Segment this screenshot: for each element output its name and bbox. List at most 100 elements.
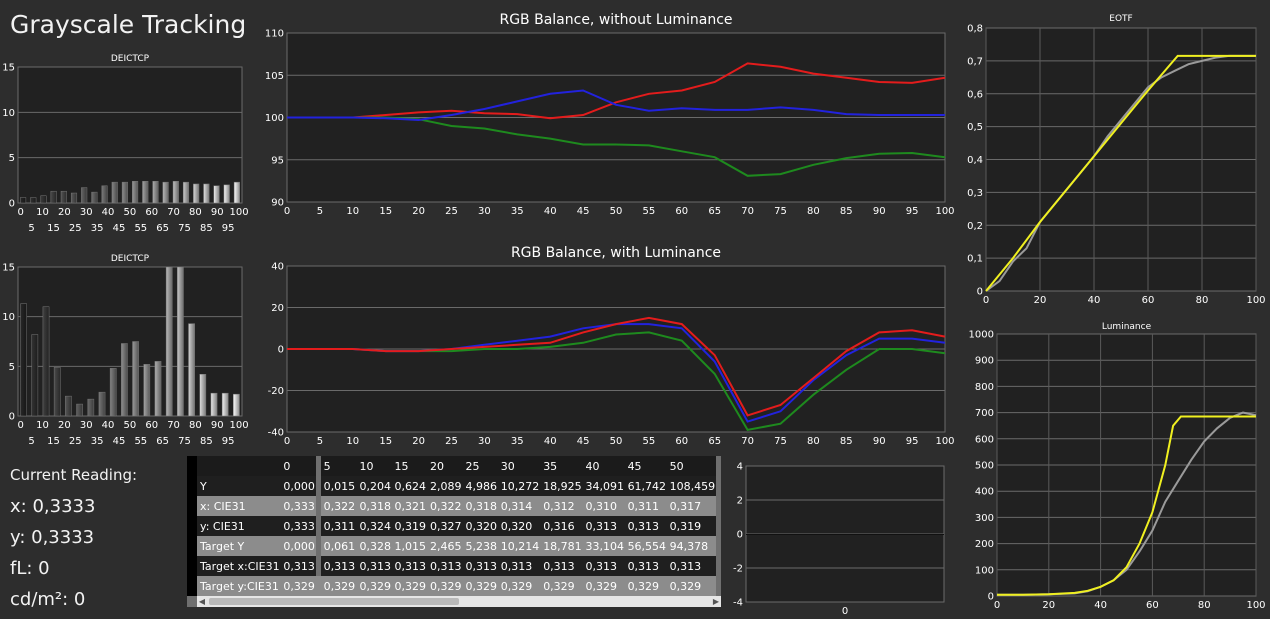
deictcp1-ytick: 10 xyxy=(2,108,15,119)
deictcp2-ytick: 0 xyxy=(9,412,15,423)
table-cell: 10,214 xyxy=(497,536,541,556)
table-cell: 0,329 xyxy=(280,576,321,596)
table-cell: 0,322 xyxy=(427,496,463,516)
deictcp2-bar xyxy=(143,364,151,417)
table-cell: 0,329 xyxy=(391,576,427,596)
deictcp2-xtick: 20 xyxy=(58,420,71,431)
luminance-ytick: 300 xyxy=(975,513,994,524)
rgb1-xtick: 45 xyxy=(577,206,590,217)
deictcp1-ytick: 15 xyxy=(2,63,15,74)
scroll-left-icon[interactable]: ◀ xyxy=(198,597,206,606)
eotf-title: EOTF xyxy=(1109,14,1132,24)
luminance-ytick: 1000 xyxy=(969,330,994,341)
table-cell: 5,238 xyxy=(462,536,498,556)
table-cell: 0,204 xyxy=(356,476,392,496)
deictcp1-bar xyxy=(182,181,190,204)
table-cell: 18,925 xyxy=(540,476,583,496)
rgb1-xtick: 60 xyxy=(675,206,688,217)
table-cell: 0,313 xyxy=(280,556,321,576)
deictcp2-ytick: 10 xyxy=(2,312,15,323)
eotf-chart: EOTF 0 0,1 0,2 0,3 0,4 0,5 0,6 0,7 0,8 0 20 40 60 80 10… xyxy=(955,8,1270,313)
eotf-xtick: 40 xyxy=(1088,295,1101,306)
table-row-label: y: CIE31 xyxy=(187,516,281,536)
table-row[interactable]: Target Y 0,000 0,061 0,328 1,015 2,465 5,238 10… xyxy=(187,536,716,556)
deictcp1-bar xyxy=(142,180,149,204)
deictcp1-xtick: 70 xyxy=(167,207,180,218)
rgb1-ytick: 95 xyxy=(271,155,284,166)
deictcp2-bar xyxy=(132,341,139,417)
deictcp2-bar xyxy=(177,266,184,417)
table-cell: 0,313 xyxy=(540,556,583,576)
deictcp2-bar xyxy=(233,393,240,417)
scrollbar-thumb[interactable] xyxy=(209,598,459,605)
rgb1-xtick: 0 xyxy=(284,206,290,217)
table-cell: 1,015 xyxy=(391,536,427,556)
eotf-ytick: 0,3 xyxy=(967,188,983,199)
deictcp1-xtick-secondary: 45 xyxy=(113,223,126,234)
deictcp1-bar xyxy=(172,180,179,204)
table-row[interactable]: Target x:CIE31 0,313 0,313 0,313 0,313 0,313 0… xyxy=(187,556,716,576)
deictcp1-ytick: 0 xyxy=(9,199,15,210)
table-row[interactable]: y: CIE31 0,333 0,311 0,324 0,319 0,327 0,320 0,… xyxy=(187,516,716,536)
reading-x: x: 0,3333 xyxy=(10,496,96,517)
luminance-xtick: 100 xyxy=(1246,600,1265,611)
deictcp2-xtick: 40 xyxy=(102,420,115,431)
table-row[interactable]: Y 0,000 0,015 0,204 0,624 2,089 4,986 10,272 18,… xyxy=(187,476,716,496)
deictcp2-bar xyxy=(210,392,218,417)
table-horizontal-scrollbar[interactable]: ◀ ▶ xyxy=(197,596,721,607)
luminance-ytick: 600 xyxy=(975,434,994,445)
deictcp1-xtick-secondary: 25 xyxy=(69,223,82,234)
scroll-right-icon[interactable]: ▶ xyxy=(712,597,720,606)
eotf-ytick: 0 xyxy=(977,287,983,298)
table-row[interactable]: x: CIE31 0,333 0,322 0,318 0,321 0,322 0,318 0,… xyxy=(187,496,716,516)
deictcp2-xtick-secondary: 75 xyxy=(178,436,191,447)
small-ytick: 2 xyxy=(737,496,743,507)
rgb2-title: RGB Balance, with Luminance xyxy=(511,245,721,261)
table-cell: 0,329 xyxy=(427,576,463,596)
table-cell: 0,310 xyxy=(582,496,625,516)
table-cell: 18,781 xyxy=(540,536,583,556)
luminance-xtick: 60 xyxy=(1146,600,1159,611)
table-cell: 0,624 xyxy=(391,476,427,496)
table-row-label: Target y:CIE31 xyxy=(187,576,281,596)
rgb2-ytick: 20 xyxy=(271,303,284,314)
deictcp1-xtick: 20 xyxy=(58,207,71,218)
deictcp1-xtick: 90 xyxy=(211,207,224,218)
luminance-ytick: 0 xyxy=(988,592,994,603)
deictcp2-bar xyxy=(65,395,72,417)
table-cell: 0,316 xyxy=(540,516,583,536)
deictcp1-bar xyxy=(111,181,118,204)
deictcp2-xtick: 70 xyxy=(167,420,180,431)
rgb1-xtick: 100 xyxy=(935,206,954,217)
rgb1-xtick: 75 xyxy=(774,206,787,217)
rgb1-red-series xyxy=(287,62,946,120)
measurement-table[interactable]: 0 5 10 15 20 25 30 35 40 45 50 Y 0,000 0,015 0,204 0,62… xyxy=(187,456,721,607)
deictcp2-xtick: 100 xyxy=(230,420,249,431)
table-cell: 0,000 xyxy=(280,536,321,556)
table-cell: 0,329 xyxy=(582,576,625,596)
table-cell: 0,324 xyxy=(356,516,392,536)
table-header-cell: 30 xyxy=(497,456,541,476)
table-cell: 0,329 xyxy=(624,576,667,596)
table-header-cell: 20 xyxy=(427,456,463,476)
table-cell: 0,313 xyxy=(462,556,498,576)
rgb2-ytick: 0 xyxy=(278,345,284,356)
deictcp2-xtick: 30 xyxy=(80,420,93,431)
rgb1-xtick: 35 xyxy=(511,206,524,217)
eotf-ytick: 0,5 xyxy=(967,122,983,133)
rgb2-ytick: -40 xyxy=(268,428,284,439)
table-cell: 0,333 xyxy=(280,496,321,516)
deictcp2-xtick: 0 xyxy=(18,420,24,431)
eotf-xtick: 80 xyxy=(1196,295,1209,306)
table-cell: 61,742 xyxy=(624,476,667,496)
luminance-ytick: 100 xyxy=(975,565,994,576)
table-cell: 0,318 xyxy=(462,496,498,516)
rgb2-xtick: 100 xyxy=(935,436,954,447)
deictcp2-ytick: 5 xyxy=(9,362,15,373)
eotf-gray-series xyxy=(985,54,1256,292)
deictcp1-xtick-secondary: 95 xyxy=(222,223,235,234)
rgb1-xtick: 50 xyxy=(610,206,623,217)
small-xtick: 0 xyxy=(842,606,848,617)
table-cell: 2,089 xyxy=(427,476,463,496)
table-row[interactable]: Target y:CIE31 0,329 0,329 0,329 0,329 0,329 0… xyxy=(187,576,716,596)
